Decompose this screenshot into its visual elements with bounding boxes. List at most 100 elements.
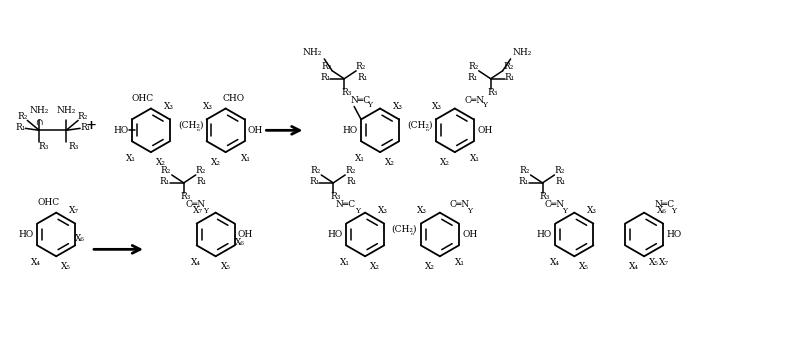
Text: X₁: X₁ (455, 258, 465, 267)
Text: R₂: R₂ (356, 62, 366, 71)
Text: R₁: R₁ (160, 177, 170, 186)
Text: HO: HO (537, 230, 552, 239)
Text: HO: HO (18, 230, 34, 239)
Text: HO: HO (114, 126, 129, 135)
Text: X₄: X₄ (190, 258, 201, 267)
Text: X₃: X₃ (417, 206, 427, 215)
Text: R₂: R₂ (469, 62, 479, 71)
Text: N═C: N═C (654, 200, 674, 209)
Text: R₂: R₂ (345, 167, 355, 175)
Text: HO: HO (666, 230, 682, 239)
Text: R₂: R₂ (321, 62, 331, 71)
Text: X₁: X₁ (241, 154, 250, 163)
Text: X₃: X₃ (393, 102, 403, 111)
Text: X₂: X₂ (385, 157, 395, 167)
Text: R₁: R₁ (518, 177, 529, 186)
Text: R₁: R₁ (320, 73, 330, 82)
Text: Y: Y (467, 207, 472, 215)
Text: X₂: X₂ (440, 157, 450, 167)
Text: R₃: R₃ (181, 192, 191, 201)
Text: X₂: X₂ (156, 157, 166, 167)
Text: NH₂: NH₂ (302, 49, 322, 57)
Text: OHC: OHC (132, 94, 154, 103)
Text: R₁: R₁ (555, 177, 566, 186)
Text: R₂: R₂ (161, 167, 171, 175)
Text: R₁: R₁ (15, 123, 26, 132)
Text: HO: HO (328, 230, 343, 239)
Text: NH₂: NH₂ (57, 106, 76, 115)
Text: R₃: R₃ (539, 192, 550, 201)
Text: X₆: X₆ (657, 206, 667, 215)
Text: R₂: R₂ (17, 112, 27, 121)
Text: X₅: X₅ (61, 262, 71, 271)
Text: X₁: X₁ (470, 154, 480, 163)
Text: X₇: X₇ (659, 258, 669, 267)
Text: X₃: X₃ (202, 102, 213, 111)
Text: (CH₂): (CH₂) (407, 121, 433, 130)
Text: Y: Y (482, 101, 487, 108)
Text: X₅: X₅ (579, 262, 590, 271)
Text: R₃: R₃ (330, 192, 341, 201)
Text: X₅: X₅ (649, 258, 659, 267)
Text: X₃: X₃ (164, 102, 174, 111)
Text: N═C: N═C (335, 200, 355, 209)
Text: X₂: X₂ (425, 262, 435, 271)
Text: Y: Y (203, 207, 208, 215)
Text: X₇: X₇ (193, 206, 202, 215)
Text: R₂: R₂ (503, 62, 514, 71)
Text: R₂: R₂ (195, 167, 206, 175)
Text: Y: Y (354, 207, 360, 215)
Text: X₁: X₁ (355, 154, 365, 163)
Text: Y: Y (671, 207, 677, 215)
Text: X₄: X₄ (629, 262, 639, 271)
Text: NH₂: NH₂ (513, 49, 532, 57)
Text: C═N: C═N (186, 200, 206, 209)
Text: X₆: X₆ (75, 234, 85, 243)
Text: R₂: R₂ (554, 167, 565, 175)
Text: OH: OH (238, 230, 253, 239)
Text: R₁: R₁ (346, 177, 356, 186)
Text: X₃: X₃ (587, 206, 598, 215)
Text: X₆: X₆ (234, 238, 245, 247)
Text: X₂: X₂ (370, 262, 380, 271)
Text: R₁: R₁ (309, 177, 319, 186)
Text: X₇: X₇ (69, 206, 79, 215)
Text: R₂: R₂ (310, 167, 321, 175)
Text: ⁿ: ⁿ (410, 233, 414, 240)
Text: R₃: R₃ (341, 88, 351, 97)
Text: R₃: R₃ (69, 142, 79, 151)
Text: R₁: R₁ (468, 73, 478, 82)
Text: R₃: R₃ (487, 88, 498, 97)
Text: C═N: C═N (465, 96, 485, 105)
Text: (CH₂): (CH₂) (391, 225, 417, 234)
Text: R₃: R₃ (38, 142, 49, 151)
Text: HO: HO (342, 126, 358, 135)
Text: ⁿ: ⁿ (197, 128, 200, 136)
Text: X₃: X₃ (432, 102, 442, 111)
Text: ∩: ∩ (35, 118, 43, 127)
Text: +: + (86, 119, 97, 132)
Text: R₂: R₂ (78, 112, 88, 121)
Text: R₁: R₁ (357, 73, 367, 82)
Text: X₂: X₂ (210, 157, 221, 167)
Text: N═C: N═C (350, 96, 370, 105)
Text: NH₂: NH₂ (30, 106, 49, 115)
Text: Y: Y (368, 101, 373, 108)
Text: OH: OH (462, 230, 478, 239)
Text: R₁: R₁ (80, 123, 90, 132)
Text: ⁿ: ⁿ (426, 128, 430, 136)
Text: OHC: OHC (37, 198, 59, 207)
Text: X₃: X₃ (378, 206, 388, 215)
Text: OH: OH (248, 126, 263, 135)
Text: X₄: X₄ (550, 258, 559, 267)
Text: (CH₂): (CH₂) (178, 121, 203, 130)
Text: X₁: X₁ (126, 154, 136, 163)
Text: C═N: C═N (544, 200, 565, 209)
Text: C═N: C═N (450, 200, 470, 209)
Text: X₄: X₄ (31, 258, 42, 267)
Text: CHO: CHO (222, 94, 245, 103)
Text: R₁: R₁ (197, 177, 207, 186)
Text: R₁: R₁ (505, 73, 514, 82)
Text: OH: OH (477, 126, 492, 135)
Text: Y: Y (562, 207, 567, 215)
